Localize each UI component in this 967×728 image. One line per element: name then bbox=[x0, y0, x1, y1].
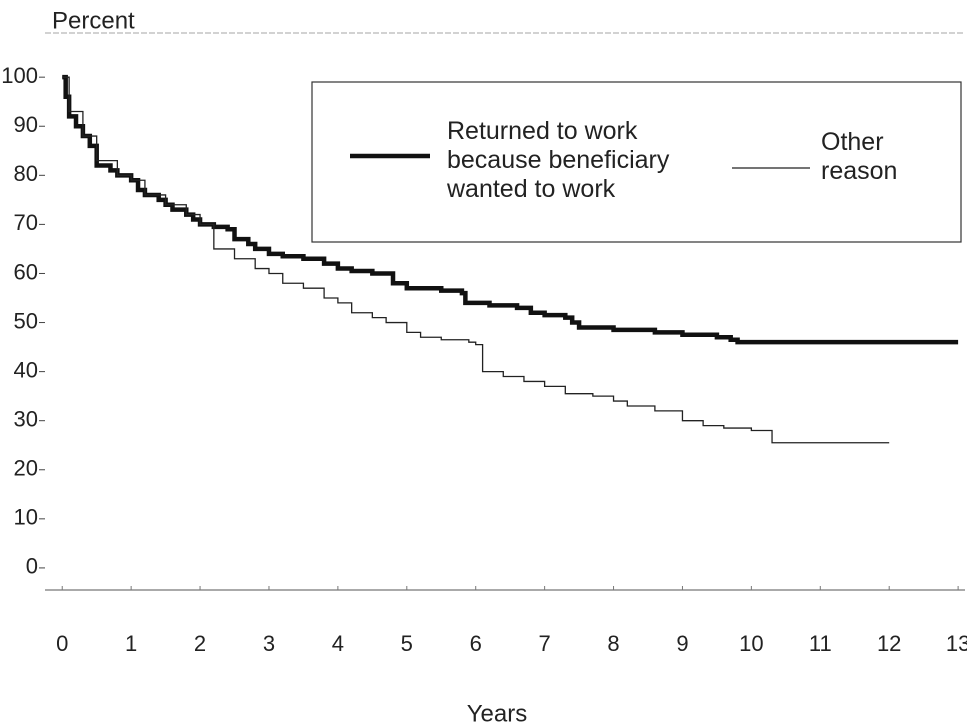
x-tick-label: 2 bbox=[194, 631, 206, 656]
x-tick-label: 9 bbox=[676, 631, 688, 656]
y-tick-label: 0 bbox=[26, 554, 38, 579]
x-tick-label: 1 bbox=[125, 631, 137, 656]
x-tick-label: 11 bbox=[809, 631, 832, 656]
x-tick-label: 13 bbox=[946, 631, 967, 656]
y-tick-label: 40 bbox=[14, 357, 38, 382]
y-tick-label: 70 bbox=[14, 210, 38, 235]
y-axis-label: Percent bbox=[52, 7, 135, 34]
y-tick-label: 30 bbox=[14, 407, 38, 432]
y-tick-label: 80 bbox=[14, 161, 38, 186]
legend-label: Returned to work because beneficiary wan… bbox=[447, 117, 670, 203]
x-tick-label: 10 bbox=[739, 631, 763, 656]
x-tick-label: 0 bbox=[56, 631, 68, 656]
y-tick-label: 60 bbox=[14, 259, 38, 284]
x-axis-label: Years bbox=[467, 700, 528, 727]
x-tick-label: 5 bbox=[401, 631, 413, 656]
x-tick-label: 3 bbox=[263, 631, 275, 656]
legend-label: Other reason bbox=[821, 128, 898, 185]
x-tick-label: 8 bbox=[607, 631, 619, 656]
x-tick-label: 7 bbox=[539, 631, 551, 656]
series-line bbox=[62, 76, 890, 444]
y-tick-label: 90 bbox=[14, 112, 38, 137]
x-tick-label: 12 bbox=[877, 631, 901, 656]
y-tick-label: 100 bbox=[1, 63, 38, 88]
x-tick-label: 6 bbox=[470, 631, 482, 656]
y-tick-label: 20 bbox=[14, 456, 38, 481]
y-tick-label: 10 bbox=[14, 505, 38, 530]
x-tick-label: 4 bbox=[332, 631, 344, 656]
y-tick-label: 50 bbox=[14, 308, 38, 333]
legend-box bbox=[311, 81, 962, 243]
